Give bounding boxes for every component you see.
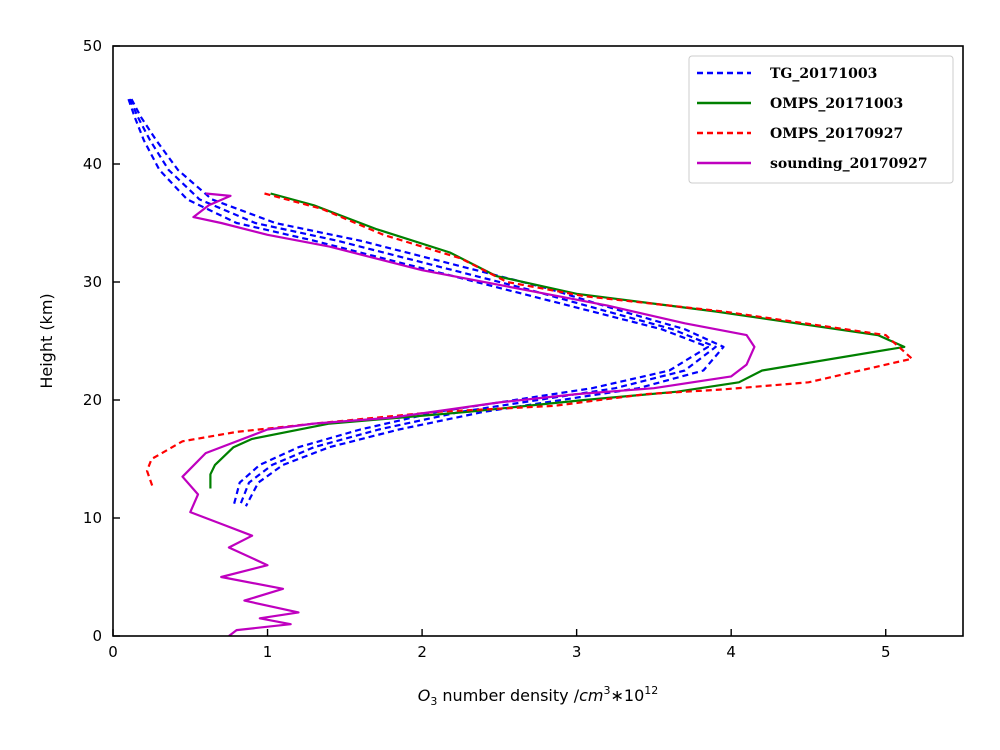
legend-label: OMPS_20171003 — [770, 96, 903, 112]
x-axis-title-times: ∗10 — [610, 686, 644, 705]
x-tick-label: 4 — [726, 643, 736, 661]
x-tick-label: 3 — [572, 643, 582, 661]
x-axis-title-middle: number density / — [437, 686, 579, 705]
x-axis-title-unit-sup: 3 — [603, 684, 610, 697]
legend-label: sounding_20170927 — [770, 156, 928, 172]
y-axis-title: Height (km) — [37, 293, 56, 388]
legend-label: TG_20171003 — [770, 66, 877, 82]
y-tick-label: 0 — [92, 627, 102, 645]
x-tick-label: 0 — [108, 643, 118, 661]
series-line-sounding-20170927 — [181, 192, 756, 636]
series-line-tg-20171003-b — [128, 98, 717, 507]
x-tick-label: 2 — [417, 643, 427, 661]
y-tick-label: 30 — [83, 273, 102, 291]
y-tick-label: 50 — [83, 37, 102, 55]
x-tick-label: 5 — [881, 643, 891, 661]
legend: TG_20171003 OMPS_20171003 OMPS_20170927sou… — [688, 55, 954, 184]
x-axis-title-o: O — [418, 686, 431, 705]
legend-box — [688, 55, 954, 184]
plot-frame — [112, 45, 964, 637]
legend-entries: TG_20171003 OMPS_20171003 OMPS_20170927sou… — [697, 66, 928, 172]
x-axis-title-o-sub: 3 — [430, 695, 437, 708]
x-axis-title-exp: 12 — [644, 684, 658, 697]
legend-label: OMPS_20170927 — [770, 126, 903, 142]
y-tick-label: 20 — [83, 391, 102, 409]
y-tick-label: 10 — [83, 509, 102, 527]
x-tick-label: 1 — [263, 643, 273, 661]
series-line-tg-20171003-c — [130, 98, 725, 507]
y-tick-label: 40 — [83, 155, 102, 173]
series-line-tg-20171003 — [127, 98, 710, 507]
series-line-omps-20170927 — [145, 192, 914, 489]
x-axis-title-unit: cm — [579, 686, 603, 705]
x-axis-title: O3 number density /cm3∗1012 — [418, 684, 659, 708]
series-layer — [127, 98, 914, 636]
